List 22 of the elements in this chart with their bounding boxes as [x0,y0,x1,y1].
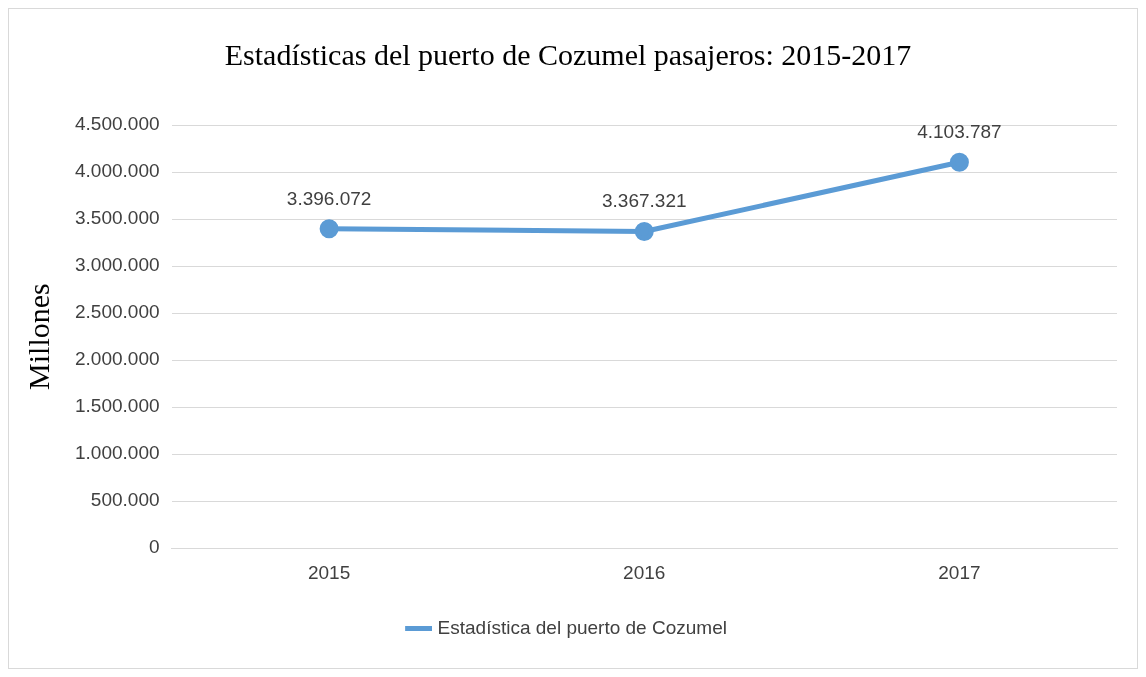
point [634,222,654,242]
x-tick-label: 2015 [307,561,351,583]
y-tick-label: 3.000.000 [74,254,160,276]
legend-label: Estadística del puerto de Cozumel [437,616,727,638]
y-axis-title: Millones [21,283,55,390]
y-tick-label: 2.000.000 [74,348,160,370]
x-tick-label: 2016 [623,561,666,583]
y-tick-label: 2.500.000 [74,301,160,323]
y-tick-label: 3.500.000 [74,207,160,229]
data-label: 3.396.072 [286,187,372,209]
y-tick-label: 500.000 [90,489,160,511]
data-label: 3.367.321 [602,190,687,212]
chart-title: Estadísticas del puerto de Cozumel pasajeros: 2015-2017 [224,37,912,71]
y-tick-label: 1.500.000 [74,395,160,417]
point [949,152,969,172]
y-tick-label: 1.000.000 [74,442,160,464]
y-tick-label: 0 [148,536,160,558]
point [319,219,339,239]
x-tick-label: 2017 [938,561,981,583]
data-label: 4.103.787 [917,121,1002,142]
y-tick-label: 4.000.000 [74,160,160,182]
y-tick-label: 4.500.000 [74,113,160,135]
